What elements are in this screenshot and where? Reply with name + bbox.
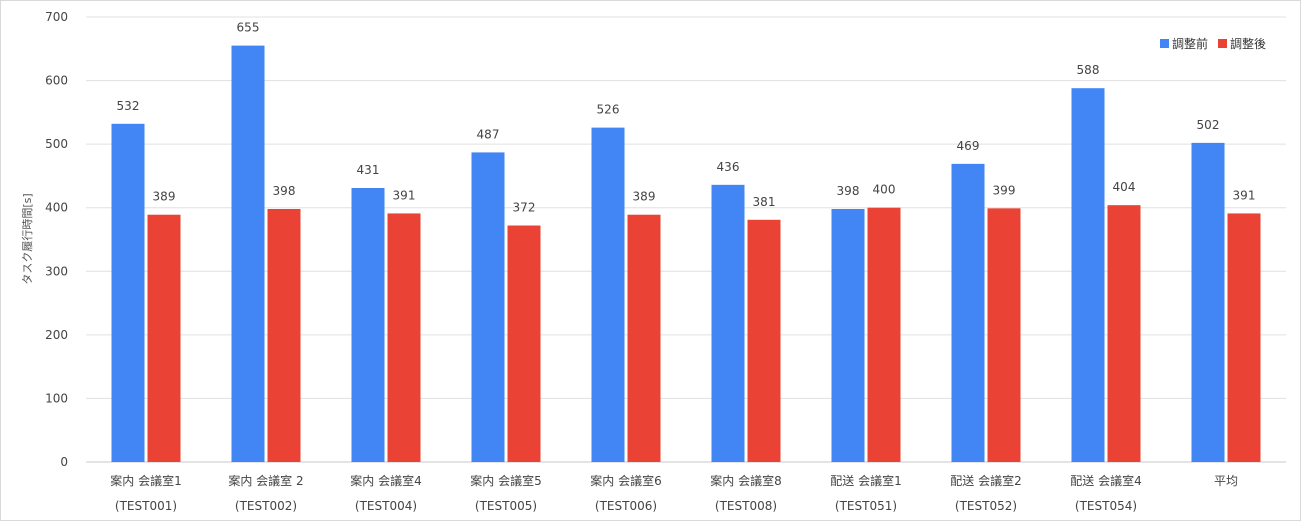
data-label: 655	[237, 21, 260, 35]
data-label: 404	[1113, 180, 1136, 194]
x-category-label: 案内 会議室8	[710, 473, 781, 488]
x-category-sublabel: (TEST004)	[355, 499, 417, 513]
data-label: 436	[717, 160, 740, 174]
x-category-sublabel: (TEST005)	[475, 499, 537, 513]
data-label: 469	[957, 139, 980, 153]
bar-after	[987, 208, 1021, 462]
x-category-sublabel: (TEST052)	[955, 499, 1017, 513]
data-label: 399	[993, 183, 1016, 197]
bar-before	[591, 127, 625, 462]
legend-swatch-after	[1218, 39, 1227, 48]
x-category-label: 配送 会議室1	[830, 473, 901, 488]
data-label: 526	[597, 103, 620, 117]
data-labels: 532 389 655 398 431 391 487 372 526 389 436 381 398 4…	[117, 21, 1256, 215]
x-category-sublabel: (TEST051)	[835, 499, 897, 513]
data-label: 431	[357, 163, 380, 177]
bar-before	[1191, 142, 1225, 462]
x-category-sublabel: (TEST006)	[595, 499, 657, 513]
gridlines	[86, 16, 1286, 463]
y-tick-label: 700	[45, 10, 68, 24]
data-label: 487	[477, 127, 500, 141]
bar-before	[831, 208, 865, 462]
data-label: 398	[837, 184, 860, 198]
bar-after	[867, 207, 901, 462]
bar-after	[267, 208, 301, 462]
bar-before	[711, 184, 745, 463]
data-label: 588	[1077, 63, 1100, 77]
legend: 調整前 調整後	[1160, 36, 1266, 51]
x-category-label: 配送 会議室2	[950, 473, 1021, 488]
bar-after	[627, 214, 661, 462]
x-category-sublabel: (TEST002)	[235, 499, 297, 513]
y-tick-label: 200	[45, 328, 68, 342]
x-category-sublabel: (TEST008)	[715, 499, 777, 513]
data-label: 532	[117, 99, 140, 113]
bar-before	[111, 123, 145, 463]
legend-swatch-before	[1160, 39, 1169, 48]
data-label: 391	[393, 188, 416, 202]
legend-label-after: 調整後	[1230, 36, 1266, 51]
y-tick-label: 600	[45, 74, 68, 88]
y-tick-label: 500	[45, 137, 68, 151]
x-category-sublabel: (TEST054)	[1075, 499, 1137, 513]
data-label: 389	[633, 190, 656, 204]
x-category-label: 案内 会議室6	[590, 473, 661, 488]
x-category-label: 案内 会議室1	[110, 473, 181, 488]
x-category-sublabel: (TEST001)	[115, 499, 177, 513]
y-tick-label: 0	[60, 455, 68, 469]
bar-after	[507, 225, 541, 462]
y-axis-ticks: 0 100 200 300 400 500 600 700	[45, 10, 68, 469]
x-category-label: 平均	[1214, 474, 1238, 488]
x-axis-categories: 案内 会議室1 (TEST001) 案内 会議室 2 (TEST002) 案内 会議室4…	[110, 473, 1238, 513]
bar-after	[1227, 213, 1261, 462]
data-label: 389	[153, 190, 176, 204]
x-category-label: 配送 会議室4	[1070, 473, 1141, 488]
bars	[111, 45, 1261, 463]
data-label: 381	[753, 195, 776, 209]
data-label: 391	[1233, 188, 1256, 202]
bar-before	[351, 188, 385, 462]
bar-after	[147, 214, 181, 462]
data-label: 502	[1197, 118, 1220, 132]
bar-before	[1071, 88, 1105, 462]
y-tick-label: 100	[45, 391, 68, 405]
y-tick-label: 400	[45, 201, 68, 215]
y-axis-label: タスク履行時間[s]	[21, 193, 34, 284]
bar-after	[1107, 205, 1141, 462]
bar-before	[231, 45, 265, 462]
bar-before	[951, 163, 985, 462]
legend-label-before: 調整前	[1172, 36, 1208, 51]
x-category-label: 案内 会議室4	[350, 473, 421, 488]
bar-after	[747, 219, 781, 462]
y-tick-label: 300	[45, 264, 68, 278]
data-label: 372	[513, 201, 536, 215]
data-label: 400	[873, 183, 896, 197]
x-category-label: 案内 会議室5	[470, 473, 541, 488]
x-category-label: 案内 会議室 2	[228, 473, 303, 488]
bar-after	[387, 213, 421, 462]
bar-before	[471, 152, 505, 462]
data-label: 398	[273, 184, 296, 198]
